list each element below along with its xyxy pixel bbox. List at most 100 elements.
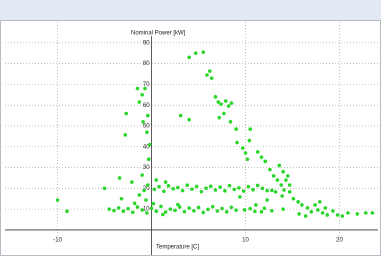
point (242, 208, 247, 212)
point (227, 183, 232, 188)
x-tick-label: 10 (242, 238, 249, 244)
point (178, 113, 183, 118)
point (187, 117, 191, 122)
point (137, 193, 142, 197)
point (218, 185, 222, 189)
point (228, 120, 233, 124)
point (213, 188, 218, 192)
point (163, 210, 168, 214)
point (171, 186, 175, 191)
point (163, 180, 168, 184)
point (309, 210, 314, 214)
point (291, 196, 296, 201)
point (281, 169, 285, 174)
point (229, 101, 234, 105)
point (201, 50, 206, 54)
point (270, 188, 274, 193)
point (317, 200, 322, 204)
point (149, 206, 154, 211)
point (346, 211, 350, 215)
point (119, 196, 124, 201)
point (300, 203, 304, 207)
point (279, 183, 284, 187)
point (187, 206, 191, 210)
point (206, 207, 210, 212)
point (193, 51, 198, 55)
point (254, 203, 258, 207)
point (223, 99, 228, 103)
point (116, 206, 121, 210)
point (223, 189, 227, 193)
point (255, 183, 260, 188)
point (248, 127, 253, 131)
y-tick-label: 90 (143, 40, 150, 46)
point (271, 174, 276, 178)
point (141, 120, 145, 124)
point (166, 184, 171, 188)
point (335, 213, 340, 217)
point (65, 209, 69, 214)
point (142, 188, 146, 193)
point (126, 206, 130, 211)
point (251, 187, 255, 192)
point (187, 55, 191, 60)
point (177, 205, 182, 209)
point (340, 214, 345, 218)
point (245, 157, 250, 162)
point (325, 213, 330, 217)
point (176, 202, 180, 207)
point (303, 214, 308, 218)
y-tick-label: 30 (143, 165, 150, 171)
point (144, 198, 148, 202)
point (173, 208, 177, 213)
point (260, 186, 265, 191)
point (234, 208, 238, 212)
y-tick-label: 70 (143, 82, 150, 88)
point (215, 209, 220, 213)
point (370, 211, 375, 215)
point (123, 133, 128, 137)
point (168, 207, 173, 211)
point (217, 115, 222, 120)
y-tick-label: 20 (143, 186, 150, 192)
point (204, 186, 208, 190)
point (161, 212, 165, 217)
point (190, 187, 194, 191)
point (255, 150, 260, 154)
point (331, 209, 335, 213)
point (194, 184, 199, 189)
point (222, 111, 226, 116)
point (159, 204, 163, 209)
point (263, 159, 268, 164)
point (55, 198, 60, 202)
point (224, 210, 229, 214)
point (282, 188, 286, 192)
point (208, 184, 213, 189)
point (229, 205, 234, 210)
point (237, 186, 241, 190)
point (363, 211, 368, 215)
point (265, 188, 269, 193)
point (151, 201, 156, 206)
point (275, 178, 280, 182)
point (161, 189, 166, 194)
point (323, 206, 328, 210)
point (268, 167, 272, 172)
point (143, 86, 147, 91)
point (140, 173, 144, 177)
point (253, 209, 257, 214)
point (220, 206, 224, 211)
point (235, 140, 239, 145)
point (130, 180, 134, 184)
point (284, 178, 288, 182)
point (145, 130, 149, 135)
point (248, 206, 253, 211)
point (154, 178, 159, 182)
point (112, 208, 116, 213)
point (305, 206, 310, 210)
point (259, 155, 264, 159)
point (243, 151, 248, 155)
y-tick-label: 50 (143, 124, 150, 130)
point (246, 184, 251, 189)
